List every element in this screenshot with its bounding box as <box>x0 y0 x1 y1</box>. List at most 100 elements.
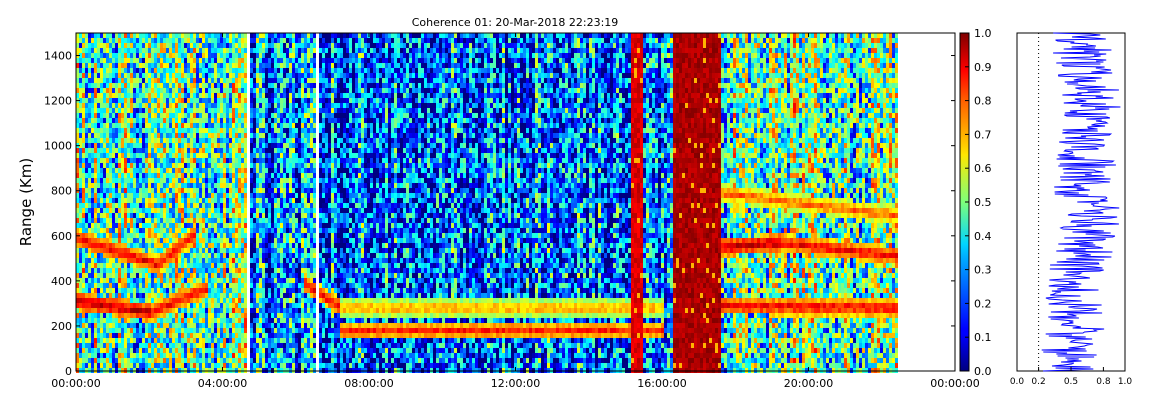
heatmap-cell <box>250 328 253 333</box>
heatmap-cell <box>100 263 103 268</box>
heatmap-cell <box>175 128 178 133</box>
heatmap-cell <box>214 248 217 253</box>
heatmap-cell <box>79 358 82 363</box>
heatmap-cell <box>169 358 172 363</box>
heatmap-cell <box>295 118 298 123</box>
heatmap-cell <box>229 298 232 303</box>
heatmap-cell <box>160 298 163 303</box>
heatmap-cell <box>283 128 286 133</box>
heatmap-cell <box>220 188 223 193</box>
heatmap-cell <box>295 358 298 363</box>
heatmap-cell <box>235 338 238 343</box>
heatmap-cell <box>97 233 100 238</box>
heatmap-cell <box>79 283 82 288</box>
heatmap-cell <box>133 268 136 273</box>
heatmap-cell <box>94 108 97 113</box>
heatmap-cell <box>103 33 106 38</box>
heatmap-cell <box>232 293 235 298</box>
heatmap-cell <box>232 73 235 78</box>
heatmap-cell <box>109 168 112 173</box>
heatmap-cell <box>289 238 292 243</box>
heatmap-cell <box>262 83 265 88</box>
heatmap-cell <box>139 353 142 358</box>
heatmap-cell <box>178 98 181 103</box>
heatmap-cell <box>268 148 271 153</box>
heatmap-cell <box>127 308 130 313</box>
heatmap-cell <box>97 173 100 178</box>
heatmap-cell <box>94 363 97 368</box>
heatmap-cell <box>259 303 262 308</box>
heatmap-cell <box>133 38 136 43</box>
heatmap-cell <box>157 288 160 293</box>
heatmap-cell <box>172 318 175 323</box>
heatmap-cell <box>256 103 259 108</box>
heatmap-cell <box>196 248 199 253</box>
heatmap-cell <box>106 63 109 68</box>
heatmap-cell <box>121 98 124 103</box>
heatmap-cell <box>256 173 259 178</box>
heatmap-cell <box>223 123 226 128</box>
heatmap-cell <box>163 328 166 333</box>
heatmap-cell <box>79 278 82 283</box>
heatmap-cell <box>130 83 133 88</box>
heatmap-cell <box>121 88 124 93</box>
heatmap-cell <box>112 353 115 358</box>
heatmap-cell <box>118 148 121 153</box>
heatmap-cell <box>229 288 232 293</box>
heatmap-cell <box>118 198 121 203</box>
heatmap-cell <box>298 153 301 158</box>
heatmap-cell <box>97 323 100 328</box>
heatmap-cell <box>121 313 124 318</box>
heatmap-cell <box>202 268 205 273</box>
heatmap-cell <box>229 343 232 348</box>
heatmap-cell <box>151 333 154 338</box>
heatmap-cell <box>154 303 157 308</box>
heatmap-cell <box>220 93 223 98</box>
heatmap-cell <box>214 73 217 78</box>
heatmap-cell <box>115 93 118 98</box>
heatmap-cell <box>238 198 241 203</box>
heatmap-cell <box>274 173 277 178</box>
heatmap-cell <box>133 83 136 88</box>
heatmap-cell <box>223 298 226 303</box>
heatmap-cell <box>262 308 265 313</box>
heatmap-cell <box>190 163 193 168</box>
heatmap-cell <box>244 338 247 343</box>
heatmap-cell <box>178 138 181 143</box>
heatmap-cell <box>97 288 100 293</box>
heatmap-cell <box>118 218 121 223</box>
heatmap-cell <box>148 213 151 218</box>
heatmap-cell <box>238 193 241 198</box>
heatmap-cell <box>127 138 130 143</box>
heatmap-cell <box>205 63 208 68</box>
heatmap-cell <box>172 143 175 148</box>
heatmap-cell <box>85 253 88 258</box>
heatmap-cell <box>157 338 160 343</box>
heatmap-cell <box>220 258 223 263</box>
heatmap-cell <box>235 178 238 183</box>
heatmap-cell <box>214 143 217 148</box>
heatmap-cell <box>289 318 292 323</box>
heatmap-cell <box>229 133 232 138</box>
heatmap-cell <box>139 263 142 268</box>
heatmap-cell <box>220 178 223 183</box>
heatmap-cell <box>280 168 283 173</box>
heatmap-cell <box>199 153 202 158</box>
heatmap-cell <box>106 303 109 308</box>
heatmap-cell <box>76 338 79 343</box>
heatmap-cell <box>286 168 289 173</box>
heatmap-cell <box>289 103 292 108</box>
heatmap-cell <box>148 223 151 228</box>
heatmap-cell <box>97 198 100 203</box>
heatmap-cell <box>136 93 139 98</box>
heatmap-cell <box>166 193 169 198</box>
heatmap-cell <box>190 258 193 263</box>
heatmap-cell <box>274 93 277 98</box>
heatmap-cell <box>187 323 190 328</box>
heatmap-cell <box>136 38 139 43</box>
heatmap-cell <box>271 268 274 273</box>
heatmap-cell <box>289 128 292 133</box>
heatmap-cell <box>223 188 226 193</box>
heatmap-cell <box>250 73 253 78</box>
heatmap-cell <box>271 193 274 198</box>
